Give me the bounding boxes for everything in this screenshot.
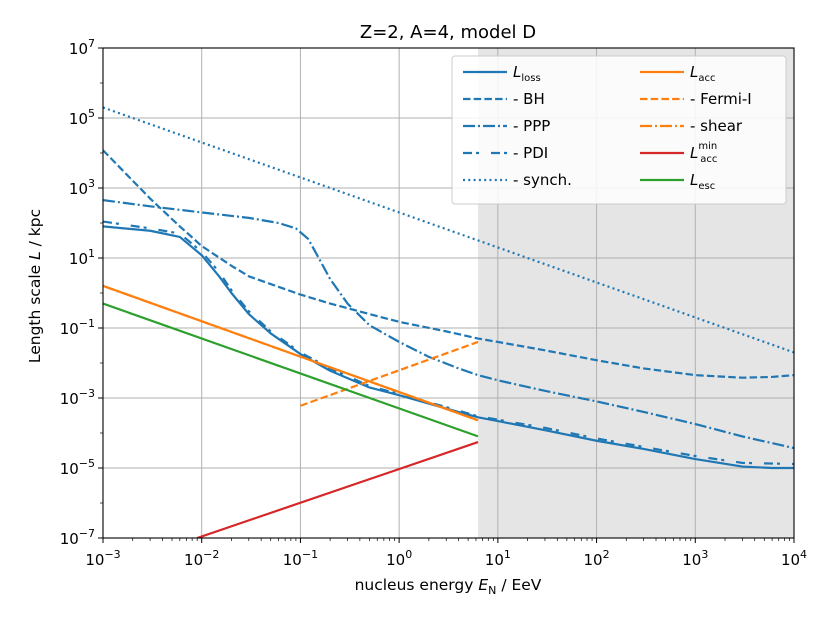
series-line-L_esc [103,302,479,438]
plot-area: 10−3 10−2 10−1 100 101 102 103 104 10−7 10−5 10−3 1… [60,37,807,569]
chart-title: Z=2, A=4, model D [360,22,536,43]
x-tick-label: 104 [781,548,807,569]
legend-label-L_shear: - shear [690,117,743,135]
x-tick-label: 100 [386,548,412,569]
legend-label-L_PPP: - PPP [513,117,550,135]
x-axis-label-prefix: nucleus energy [355,576,479,594]
legend-box [451,55,787,205]
y-tick-label: 107 [69,37,95,58]
y-axis-label-prefix: Length scale [26,260,44,363]
series-line-L_synch [103,106,794,354]
legend-label-L_esc: Lesc [690,171,715,192]
y-tick-label: 10−5 [60,457,95,478]
legend-label-L_loss: Lloss [513,63,541,84]
y-tick-label: 101 [69,247,95,268]
legend-label-L_BH: - BH [513,90,545,108]
series-line-L_shear [103,284,479,422]
series-line-L_acc_min [196,441,479,538]
legend-label-L_acc: Lacc [690,63,715,84]
series-line-L_PDI [103,220,794,466]
legend-label-L_FermiI: - Fermi-I [690,90,752,108]
x-tick-label: 10−1 [283,548,318,569]
series-line-L_loss [103,225,794,470]
series-line-L_PPP [103,199,794,450]
series-line-L_FermiI [300,340,479,407]
legend: Lloss - BH - PPP - PDI - synch. Lacc - Fermi-I… [451,55,787,205]
y-tick-label: 10−7 [60,527,95,548]
series-group [103,106,794,538]
y-tick-label: 103 [69,177,95,198]
x-axis-label-symbol: E [478,576,488,594]
y-tick-label: 10−3 [60,387,95,408]
x-axis-label-subscript: N [488,584,496,597]
y-tick-label: 105 [69,107,95,128]
x-tick-label: 10−2 [184,548,219,569]
series-line-L_BH [103,149,794,379]
legend-label-L_synch: - synch. [513,171,572,189]
y-axis-label: Length scale L / kpc [26,209,44,363]
x-tick-label: 101 [485,548,511,569]
y-axis-label-symbol: L [26,251,44,260]
x-axis-label-suffix: / EeV [496,576,541,594]
x-tick-label: 103 [682,548,708,569]
legend-label-L_acc_min: Lmin acc [690,141,717,165]
y-axis-label-suffix: / kpc [26,209,44,251]
x-tick-label: 102 [584,548,610,569]
y-tick-label: 10−1 [60,317,95,338]
x-tick-label: 10−3 [85,548,120,569]
legend-label-L_PDI: - PDI [513,144,548,162]
x-axis-label: nucleus energy EN / EeV [355,576,542,597]
